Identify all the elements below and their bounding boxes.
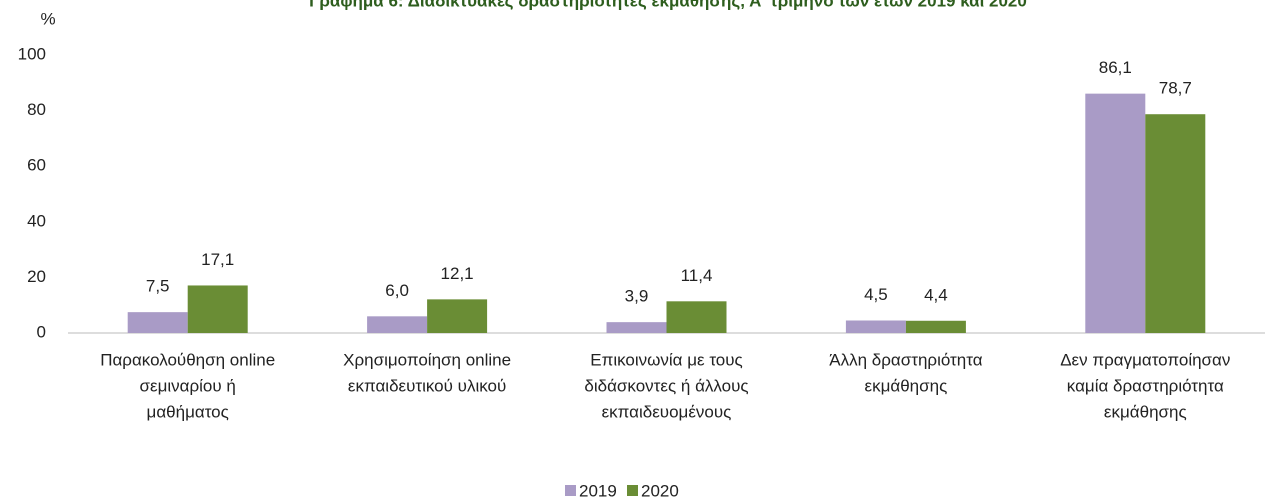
y-tick-label: 100 [18,44,46,63]
x-tick-label: Επικοινωνία με τους [590,350,743,369]
bar [127,312,188,333]
bar [1085,93,1146,333]
value-label: 11,4 [681,266,713,285]
value-label: 7,5 [146,277,170,296]
x-tick-label: μαθήματος [147,402,229,421]
y-tick-label: 40 [27,211,46,230]
y-axis-label: % [40,9,55,28]
value-label: 3,9 [625,287,649,306]
y-tick-label: 20 [27,267,46,286]
bar [606,322,667,333]
x-tick-label: Παρακολούθηση online [100,350,275,369]
x-tick-label: εκμάθησης [1104,402,1187,421]
value-label: 78,7 [1159,79,1192,98]
value-label: 4,5 [864,285,888,304]
legend-label: 2019 [579,481,617,500]
value-label: 6,0 [385,281,409,300]
bar [845,320,906,333]
value-label: 12,1 [441,264,474,283]
x-tick-label: Χρησιμοποίηση online [343,350,511,369]
x-tick-label: Άλλη δραστηριότητα [829,350,982,369]
bar [187,285,248,333]
x-tick-label: Δεν πραγματοποίησαν [1060,350,1230,369]
legend-label: 2020 [641,481,679,500]
bar [1145,114,1206,334]
x-tick-label: εκμάθησης [865,376,948,395]
legend-swatch [627,485,638,496]
bar [367,316,428,333]
bar [905,320,966,333]
x-tick-label: διδάσκοντες ή άλλους [584,376,748,395]
x-tick-label: εκπαιδευομένους [602,402,732,421]
value-label: 86,1 [1099,58,1132,77]
y-tick-label: 80 [27,100,46,119]
bar [427,299,488,333]
y-tick-label: 60 [27,156,46,175]
x-tick-label: σεμιναρίου ή [140,376,236,395]
value-label: 17,1 [201,250,234,269]
value-label: 4,4 [924,285,948,304]
y-tick-label: 0 [37,322,46,341]
x-tick-label: εκπαιδευτικού υλικού [348,376,506,395]
legend-swatch [565,485,576,496]
bar [666,301,727,333]
x-tick-label: καμία δραστηριότητα [1067,376,1224,395]
chart-title: Γράφημα 6: Διαδικτυακές δραστηριότητες ε… [309,0,1027,10]
